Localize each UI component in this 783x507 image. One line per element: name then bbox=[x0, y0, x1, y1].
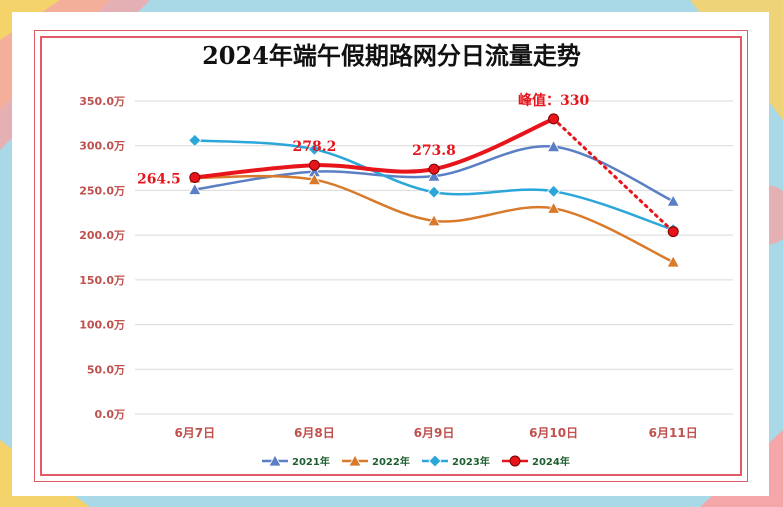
data-label: 264.5 bbox=[137, 171, 181, 187]
x-tick-label: 6月8日 bbox=[294, 426, 335, 440]
data-point-2024年 bbox=[189, 171, 201, 183]
y-tick-label: 50.0万 bbox=[87, 363, 125, 376]
legend-label: 2024年 bbox=[532, 455, 570, 468]
y-tick-label: 100.0万 bbox=[79, 319, 125, 332]
chart-card bbox=[12, 12, 769, 496]
data-point-2022年 bbox=[307, 172, 322, 186]
data-point-2023年 bbox=[427, 185, 441, 199]
data-label: 273.8 bbox=[412, 143, 456, 159]
data-point-2022年 bbox=[546, 201, 561, 214]
data-point-2024年 bbox=[428, 163, 440, 175]
series-line-dotted-2024年 bbox=[552, 117, 675, 234]
data-point-2023年 bbox=[307, 142, 321, 156]
y-tick-label: 150.0万 bbox=[79, 274, 125, 287]
y-tick-label: 0.0万 bbox=[95, 408, 126, 421]
data-point-2021年 bbox=[666, 194, 680, 207]
data-point-2023年 bbox=[547, 184, 561, 198]
data-label: 峰值：330 bbox=[518, 92, 589, 109]
legend-label: 2023年 bbox=[452, 455, 490, 468]
data-point-2023年 bbox=[188, 133, 202, 147]
data-label: 278.2 bbox=[292, 139, 336, 155]
legend-marker bbox=[509, 455, 521, 467]
y-tick-label: 250.0万 bbox=[79, 184, 125, 197]
x-tick-label: 6月7日 bbox=[174, 426, 215, 440]
frame-outer bbox=[34, 30, 748, 482]
data-point-2021年 bbox=[427, 169, 441, 182]
x-tick-label: 6月9日 bbox=[414, 426, 455, 440]
frame-inner bbox=[40, 36, 742, 476]
data-point-2024年 bbox=[548, 113, 560, 125]
legend-label: 2022年 bbox=[372, 455, 410, 468]
y-tick-label: 200.0万 bbox=[79, 229, 125, 242]
y-tick-label: 300.0万 bbox=[79, 140, 125, 153]
chart-title: 2024年端午假期路网分日流量走势 bbox=[202, 41, 581, 70]
data-point-2021年 bbox=[546, 139, 561, 153]
legend-marker bbox=[348, 454, 362, 467]
series-line-2024年 bbox=[194, 117, 555, 180]
y-tick-label: 350.0万 bbox=[79, 95, 125, 108]
legend-marker bbox=[428, 454, 442, 468]
data-point-2021年 bbox=[188, 182, 202, 195]
legend-marker bbox=[268, 454, 282, 467]
data-point-2022年 bbox=[427, 213, 441, 227]
legend-label: 2021年 bbox=[292, 455, 330, 468]
data-point-2024年 bbox=[667, 226, 679, 238]
x-tick-label: 6月10日 bbox=[529, 426, 578, 440]
data-point-2024年 bbox=[308, 159, 320, 171]
x-tick-label: 6月11日 bbox=[649, 426, 698, 440]
data-point-2022年 bbox=[666, 255, 680, 268]
